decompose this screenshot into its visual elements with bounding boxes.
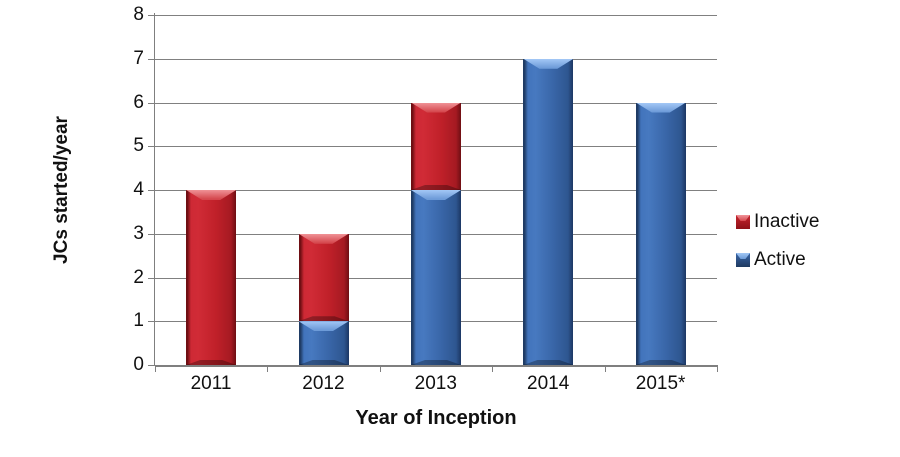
plot-area <box>155 15 717 365</box>
legend-item-inactive: Inactive <box>736 211 819 233</box>
y-axis-tick <box>148 102 154 104</box>
y-axis-tick <box>148 365 154 366</box>
y-tick-label: 5 <box>133 135 144 157</box>
legend-label-inactive: Inactive <box>754 211 820 232</box>
y-tick-label: 2 <box>133 266 144 288</box>
y-tick-label: 8 <box>133 4 144 25</box>
x-tick-label-2011: 2011 <box>190 373 232 394</box>
bar-segment-active-2012 <box>298 321 349 365</box>
x-axis-tick <box>155 366 156 372</box>
legend: Inactive Active <box>736 211 819 287</box>
y-tick-label: 4 <box>133 179 144 200</box>
bar-segment-inactive-2012 <box>298 233 349 322</box>
x-axis-tick <box>379 366 381 372</box>
y-axis-tick <box>148 321 154 323</box>
x-axis-tick <box>604 366 606 372</box>
x-axis-tick <box>492 366 494 372</box>
x-axis-tick <box>267 366 269 372</box>
x-axis-line <box>155 365 718 367</box>
y-axis-tick <box>148 15 154 16</box>
y-axis-tick <box>148 190 154 191</box>
y-tick-label: 3 <box>133 222 144 244</box>
x-tick-label-2012: 2012 <box>302 373 345 394</box>
y-axis-tick <box>148 58 154 60</box>
y-axis-tick <box>148 277 154 279</box>
y-axis-title: JCs started/year <box>51 116 72 264</box>
bar-segment-inactive-2011 <box>186 190 237 365</box>
marker-bevel <box>736 215 750 222</box>
legend-item-active: Active <box>736 249 819 271</box>
x-axis-title: Year of Inception <box>355 407 517 429</box>
legend-label-active: Active <box>754 249 806 270</box>
legend-marker-inactive-icon <box>736 215 750 229</box>
x-tick-label-2015*: 2015* <box>635 373 686 394</box>
gridline-y8 <box>155 15 717 16</box>
legend-marker-active-icon <box>736 253 750 267</box>
x-tick-label-2014: 2014 <box>527 373 570 394</box>
bar-segment-active-2014 <box>523 58 574 365</box>
bar-segment-inactive-2013 <box>411 102 461 190</box>
y-tick-label: 6 <box>133 91 144 113</box>
marker-bevel <box>736 253 750 260</box>
y-tick-label: 0 <box>133 354 144 375</box>
bar-segment-active-2015* <box>635 102 686 365</box>
y-axis-tick <box>148 233 154 235</box>
y-tick-label: 7 <box>133 47 144 69</box>
y-axis-tick <box>148 146 154 148</box>
y-axis-line <box>153 13 155 366</box>
x-axis-tick <box>717 366 718 372</box>
y-tick-label: 1 <box>133 310 144 332</box>
bar-segment-active-2013 <box>411 190 461 365</box>
gridline-y7 <box>155 58 717 60</box>
x-tick-label-2013: 2013 <box>414 373 457 394</box>
